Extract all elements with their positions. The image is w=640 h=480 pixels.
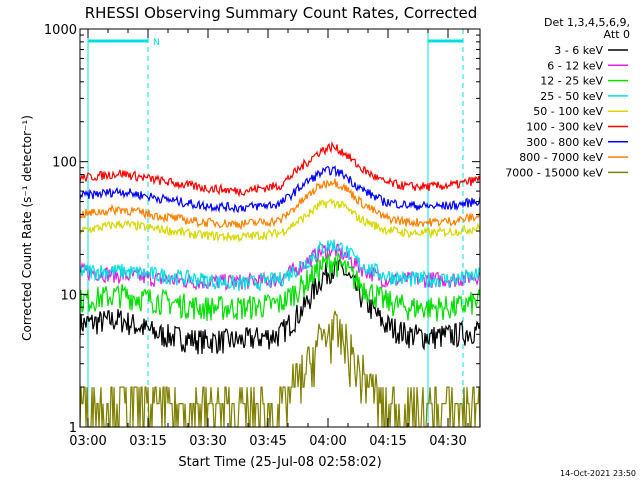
series-line — [79, 310, 481, 428]
series-line — [79, 141, 481, 198]
y-tick-label: 1 — [69, 421, 77, 436]
series-line — [79, 198, 481, 244]
legend-label: 12 - 25 keV — [540, 75, 603, 88]
y-tick-label: 10 — [60, 288, 77, 303]
plot-frame — [79, 28, 481, 428]
legend-label: 3 - 6 keV — [554, 44, 603, 57]
legend-label: 7000 - 15000 keV — [505, 166, 603, 179]
series-line — [79, 239, 481, 292]
x-axis-ticks: 03:00 03:15 03:30 03:45 04:00 04:15 04:30 — [69, 29, 469, 449]
legend-label: 100 - 300 keV — [526, 121, 603, 134]
legend-label: 50 - 100 keV — [533, 105, 603, 118]
x-tick-label: 04:00 — [309, 434, 346, 449]
series-line — [79, 178, 481, 231]
x-tick-label: 03:45 — [249, 434, 286, 449]
x-tick-label: 03:00 — [69, 434, 106, 449]
y-axis-ticks: 1 10 100 1000 — [44, 23, 480, 436]
plot-timestamp: 14-Oct-2021 23:50 — [560, 469, 636, 478]
legend-items: 3 - 6 keV 6 - 12 keV 12 - 25 keV 25 - 50 ke… — [505, 44, 628, 179]
legend-header-attenuator: Att 0 — [604, 28, 630, 41]
legend-label: 300 - 800 keV — [526, 136, 603, 149]
attenuator-marker: N — [153, 38, 160, 48]
y-tick-label: 100 — [52, 156, 77, 171]
x-axis-label: Start Time (25-Jul-08 02:58:02) — [178, 455, 381, 470]
x-tick-label: 04:30 — [429, 434, 466, 449]
legend-label: 25 - 50 keV — [540, 90, 603, 103]
series-line — [79, 257, 481, 355]
plot-area: N 03:00 03:15 03:30 03:45 04:00 04:15 04:30 11… — [44, 23, 481, 449]
series-line — [79, 251, 481, 322]
y-axis-label: Corrected Count Rate (s⁻¹ detector⁻¹) — [20, 115, 34, 341]
legend-label: 6 - 12 keV — [547, 59, 603, 72]
y-tick-label: 1000 — [44, 23, 77, 38]
legend: Det 1,3,4,5,6,9, Att 0 3 - 6 keV 6 - 12 k… — [505, 16, 630, 179]
series-layer — [79, 141, 481, 428]
x-tick-label: 04:15 — [369, 434, 406, 449]
legend-header-detectors: Det 1,3,4,5,6,9, — [544, 16, 630, 29]
x-tick-label: 03:30 — [189, 434, 226, 449]
series-line — [79, 165, 481, 214]
chart-title: RHESSI Observing Summary Count Rates, Co… — [85, 4, 478, 22]
legend-label: 800 - 7000 keV — [519, 151, 603, 164]
x-tick-label: 03:15 — [129, 434, 166, 449]
